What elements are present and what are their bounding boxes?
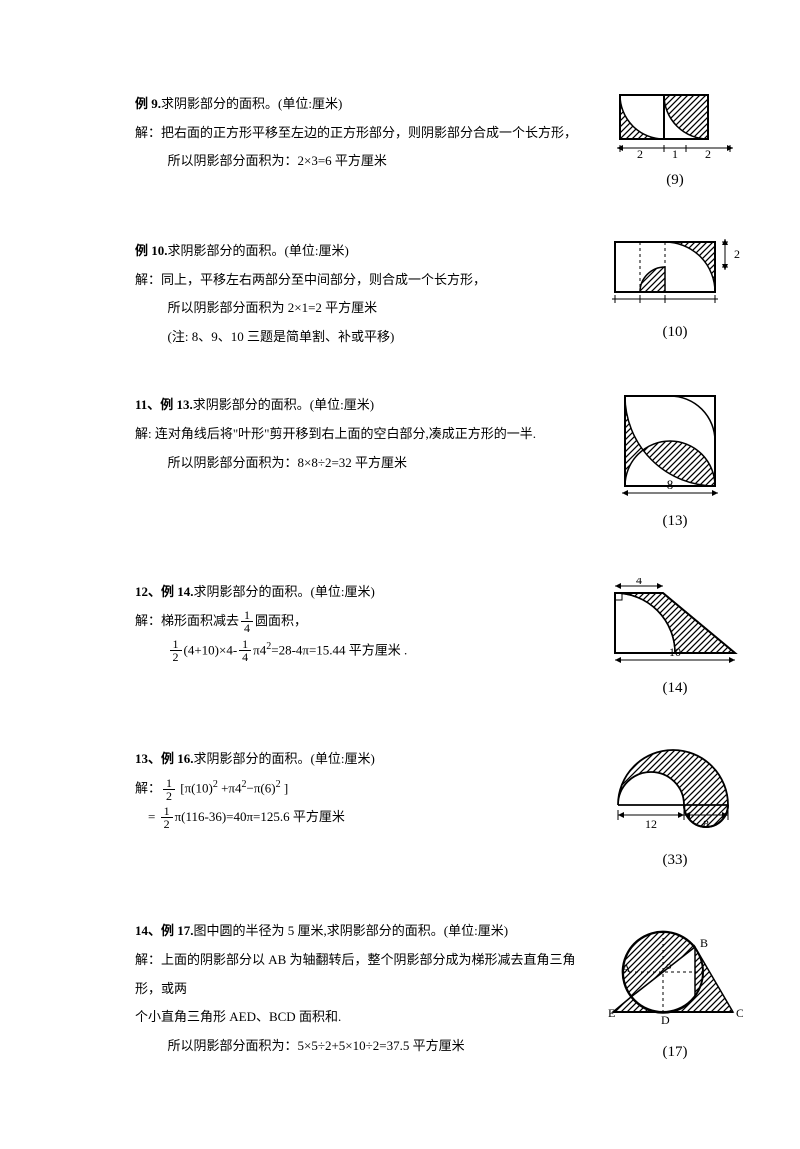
figure-17: A B C D E o (17) bbox=[605, 917, 745, 1069]
problem-title: 例 9. bbox=[135, 96, 161, 111]
svg-text:8: 8 bbox=[703, 817, 709, 831]
problem-text: 13、例 16.求阴影部分的面积。(单位:厘米) 解：12 [π(10)2 +π… bbox=[135, 745, 585, 831]
problem-title: 13、例 16. bbox=[135, 751, 194, 766]
problem-10: 例 10.求阴影部分的面积。(单位:厘米) 解：同上，平移左右两部分至中间部分，… bbox=[135, 237, 745, 351]
svg-text:2: 2 bbox=[734, 247, 740, 261]
formula: = 12π(116-36)=40π=125.6 平方厘米 bbox=[135, 803, 585, 832]
figure-9: 2 1 2 (9) bbox=[605, 90, 745, 197]
problem-text: 例 10.求阴影部分的面积。(单位:厘米) 解：同上，平移左右两部分至中间部分，… bbox=[135, 237, 585, 351]
formula: 12(4+10)×4-14π42=28-4π=15.44 平方厘米 . bbox=[135, 636, 585, 665]
solution-line: 所以阴影部分面积为 2×1=2 平方厘米 bbox=[135, 294, 585, 323]
svg-text:A: A bbox=[622, 961, 631, 975]
svg-text:12: 12 bbox=[645, 817, 657, 831]
problem-13: 11、例 13.求阴影部分的面积。(单位:厘米) 解: 连对角线后将"叶形"剪开… bbox=[135, 391, 745, 538]
figure-33: 12 8 (33) bbox=[605, 745, 745, 877]
problem-prompt: 求阴影部分的面积。(单位:厘米) bbox=[168, 243, 349, 258]
problem-title: 14、例 17. bbox=[135, 923, 194, 938]
formula: 解：12 [π(10)2 +π42−π(6)2 ] bbox=[135, 774, 585, 803]
svg-text:C: C bbox=[736, 1006, 743, 1020]
svg-text:E: E bbox=[608, 1006, 615, 1020]
problem-prompt: 求阴影部分的面积。(单位:厘米) bbox=[194, 751, 375, 766]
svg-text:1: 1 bbox=[672, 147, 678, 160]
solution-line: 解: 连对角线后将"叶形"剪开移到右上面的空白部分,凑成正方形的一半. bbox=[135, 420, 585, 449]
figure-14: 4 10 (14) bbox=[605, 578, 745, 705]
problem-prompt: 求阴影部分的面积。(单位:厘米) bbox=[193, 397, 374, 412]
problem-text: 例 9.求阴影部分的面积。(单位:厘米) 解：把右面的正方形平移至左边的正方形部… bbox=[135, 90, 585, 176]
figure-label: (10) bbox=[605, 316, 745, 349]
solution-line: 个小直角三角形 AED、BCD 面积和. bbox=[135, 1003, 585, 1032]
problem-text: 14、例 17.图中圆的半径为 5 厘米,求阴影部分的面积。(单位:厘米) 解：… bbox=[135, 917, 585, 1060]
svg-text:o: o bbox=[666, 960, 672, 972]
solution-line: (注: 8、9、10 三题是简单割、补或平移) bbox=[135, 323, 585, 352]
solution-line: 所以阴影部分面积为：2×3=6 平方厘米 bbox=[135, 147, 585, 176]
svg-text:D: D bbox=[661, 1013, 670, 1027]
problem-17: 14、例 17.图中圆的半径为 5 厘米,求阴影部分的面积。(单位:厘米) 解：… bbox=[135, 917, 745, 1069]
problem-text: 12、例 14.求阴影部分的面积。(单位:厘米) 解：梯形面积减去14圆面积， … bbox=[135, 578, 585, 664]
problem-16: 13、例 16.求阴影部分的面积。(单位:厘米) 解：12 [π(10)2 +π… bbox=[135, 745, 745, 877]
problem-9: 例 9.求阴影部分的面积。(单位:厘米) 解：把右面的正方形平移至左边的正方形部… bbox=[135, 90, 745, 197]
svg-text:4: 4 bbox=[636, 578, 642, 587]
figure-10: 2 (10) bbox=[605, 237, 745, 349]
svg-text:B: B bbox=[700, 936, 708, 950]
solution-line: 解：梯形面积减去14圆面积， bbox=[135, 607, 585, 636]
figure-label: (13) bbox=[605, 505, 745, 538]
figure-label: (14) bbox=[605, 672, 745, 705]
solution-line: 解：把右面的正方形平移至左边的正方形部分，则阴影部分合成一个长方形， bbox=[135, 119, 585, 148]
problem-prompt: 图中圆的半径为 5 厘米,求阴影部分的面积。(单位:厘米) bbox=[194, 923, 509, 938]
solution-line: 所以阴影部分面积为：5×5÷2+5×10÷2=37.5 平方厘米 bbox=[135, 1032, 585, 1061]
problem-14: 12、例 14.求阴影部分的面积。(单位:厘米) 解：梯形面积减去14圆面积， … bbox=[135, 578, 745, 705]
solution-line: 解：同上，平移左右两部分至中间部分，则合成一个长方形， bbox=[135, 266, 585, 295]
solution-line: 解：上面的阴影部分以 AB 为轴翻转后，整个阴影部分成为梯形减去直角三角形，或两 bbox=[135, 946, 585, 1003]
figure-label: (17) bbox=[605, 1036, 745, 1069]
problem-title: 11、例 13. bbox=[135, 397, 193, 412]
figure-13: 8 (13) bbox=[605, 391, 745, 538]
svg-text:8: 8 bbox=[667, 477, 674, 492]
problem-text: 11、例 13.求阴影部分的面积。(单位:厘米) 解: 连对角线后将"叶形"剪开… bbox=[135, 391, 585, 477]
problem-title: 12、例 14. bbox=[135, 584, 194, 599]
figure-label: (9) bbox=[605, 164, 745, 197]
svg-text:10: 10 bbox=[669, 645, 681, 659]
figure-label: (33) bbox=[605, 844, 745, 877]
svg-text:2: 2 bbox=[637, 147, 643, 160]
problem-prompt: 求阴影部分的面积。(单位:厘米) bbox=[194, 584, 375, 599]
svg-text:2: 2 bbox=[705, 147, 711, 160]
problem-title: 例 10. bbox=[135, 243, 168, 258]
solution-line: 所以阴影部分面积为：8×8÷2=32 平方厘米 bbox=[135, 449, 585, 478]
problem-prompt: 求阴影部分的面积。(单位:厘米) bbox=[161, 96, 342, 111]
